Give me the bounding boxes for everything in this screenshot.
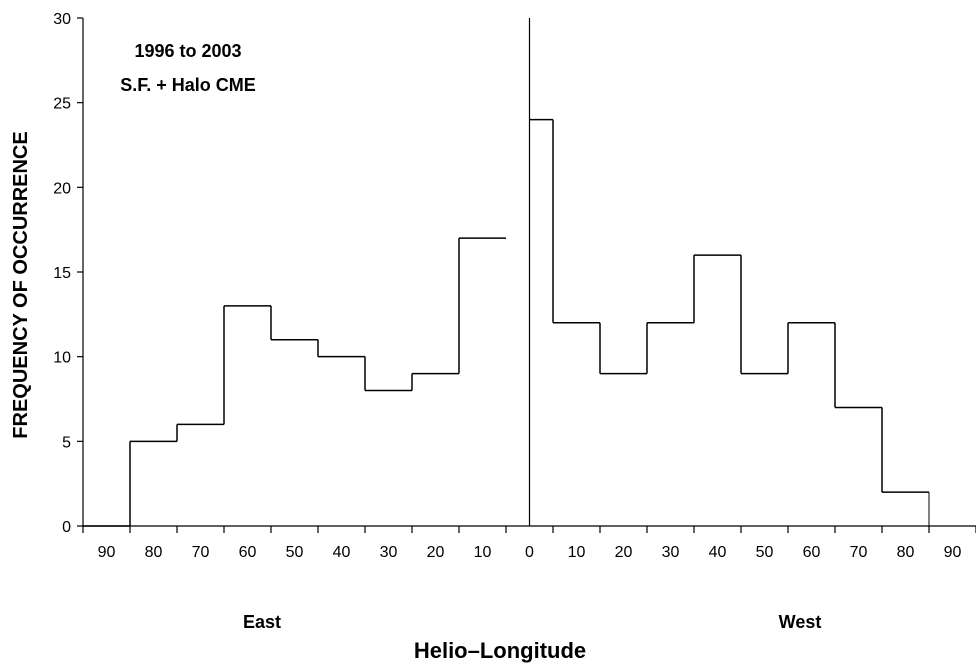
x-tick-label: 40 (709, 544, 727, 561)
y-tick-label: 20 (53, 180, 71, 197)
y-axis-label: FREQUENCY OF OCCURRENCE (10, 131, 32, 438)
x-axis: 90 80 70 60 50 40 30 20 10 0 10 20 30 40 50 60 70 80 90 (82, 525, 976, 561)
chart-title-line-2: S.F. + Halo CME (120, 75, 256, 95)
x-tick-label: 20 (427, 544, 445, 561)
y-tick-label: 0 (62, 519, 71, 536)
chart-title-line-1: 1996 to 2003 (134, 41, 241, 61)
x-tick-label: 90 (98, 544, 116, 561)
x-tick-label: 90 (944, 544, 962, 561)
x-tick-label: 60 (803, 544, 821, 561)
x-tick-label: 0 (525, 544, 534, 561)
y-tick-label: 30 (53, 11, 71, 28)
x-tick-label: 30 (662, 544, 680, 561)
x-tick-label: 60 (239, 544, 257, 561)
y-tick-label: 25 (53, 96, 71, 113)
x-tick-label: 50 (286, 544, 304, 561)
y-axis: 0 5 10 15 20 25 30 (53, 11, 84, 536)
y-tick-label: 10 (53, 350, 71, 367)
x-tick-label: 70 (850, 544, 868, 561)
east-side-label: East (243, 612, 281, 632)
x-tick-label: 80 (897, 544, 915, 561)
x-tick-label: 10 (474, 544, 492, 561)
x-axis-label: Helio–Longitude (414, 638, 586, 663)
x-tick-label: 80 (145, 544, 163, 561)
x-tick-label: 10 (568, 544, 586, 561)
y-tick-label: 5 (62, 434, 71, 451)
x-tick-label: 20 (615, 544, 633, 561)
y-tick-label: 15 (53, 265, 71, 282)
x-tick-label: 40 (333, 544, 351, 561)
plot-area (83, 18, 930, 527)
x-tick-label: 50 (756, 544, 774, 561)
x-tick-label: 70 (192, 544, 210, 561)
x-tick-label: 30 (380, 544, 398, 561)
west-side-label: West (779, 612, 822, 632)
